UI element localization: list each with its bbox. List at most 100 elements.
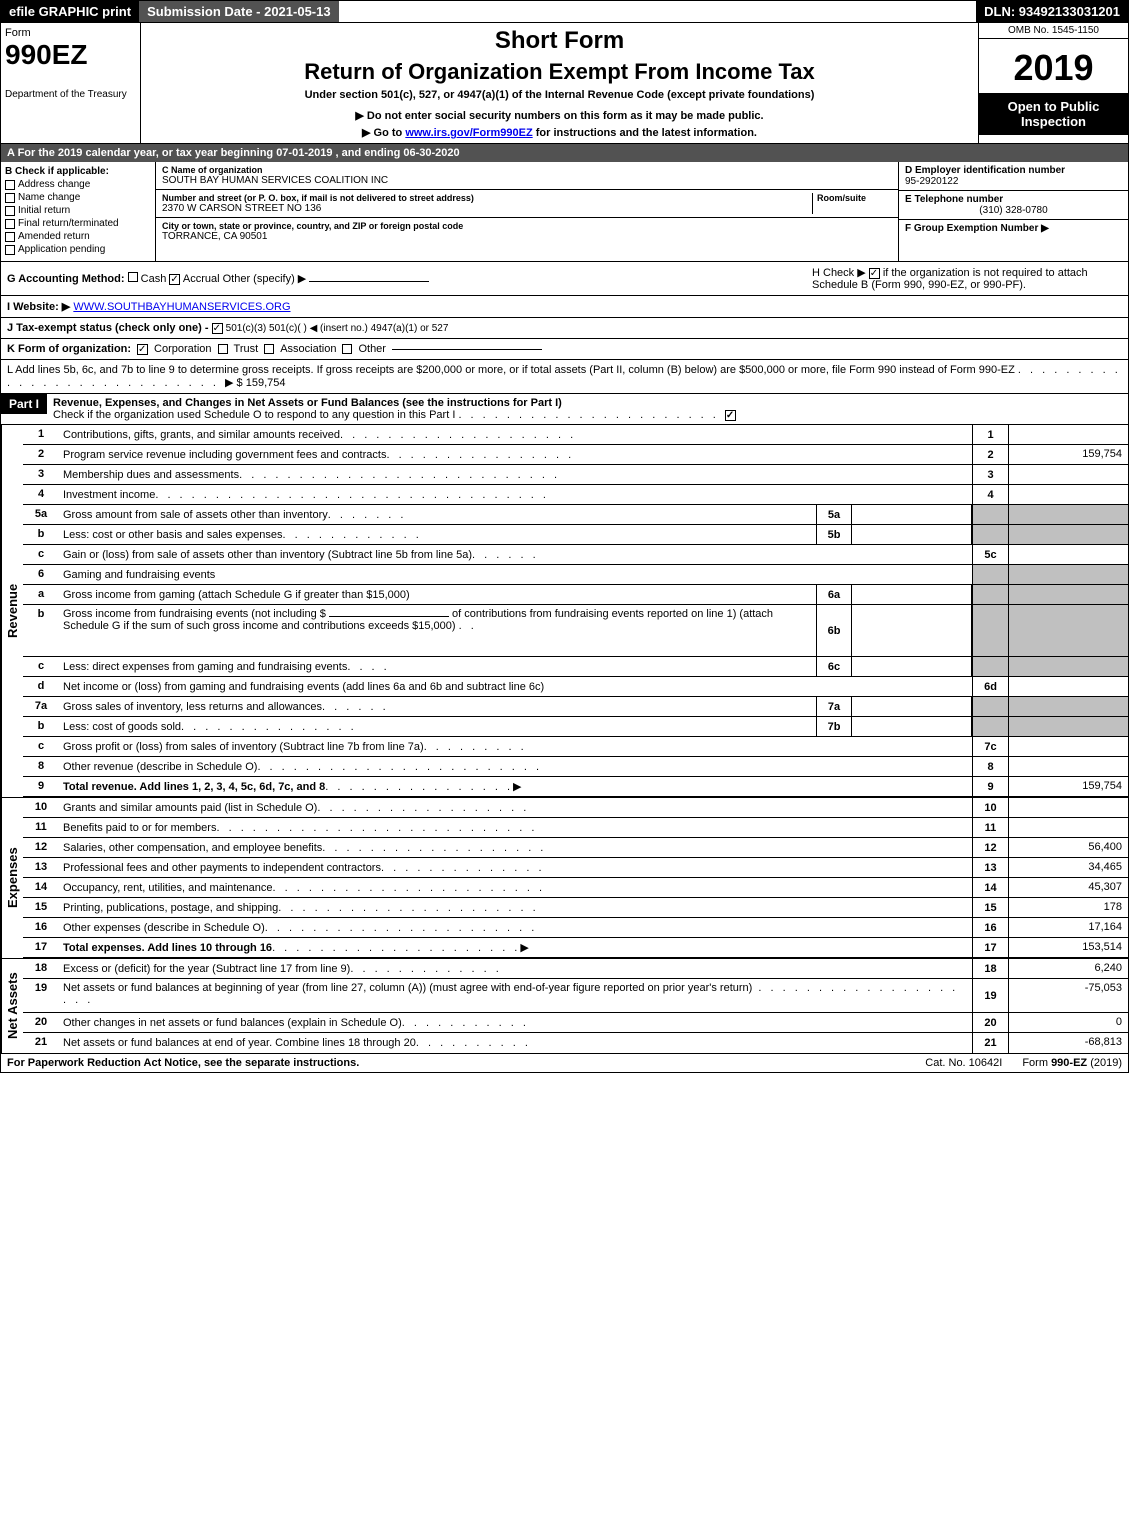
checkbox-other[interactable]: [342, 344, 352, 354]
part-1-checkbox[interactable]: [725, 410, 736, 421]
line-rnum: 3: [972, 465, 1008, 484]
line-desc: Net assets or fund balances at end of ye…: [59, 1033, 972, 1053]
line-rval-shaded: [1008, 605, 1128, 656]
line-desc: Occupancy, rent, utilities, and maintena…: [59, 878, 972, 897]
line-subval: [852, 697, 972, 716]
line-desc: Program service revenue including govern…: [59, 445, 972, 464]
header-center: Short Form Return of Organization Exempt…: [141, 23, 978, 143]
line-rnum: 4: [972, 485, 1008, 504]
checkbox-501c3[interactable]: [212, 323, 223, 334]
line-desc: Less: cost of goods sold . . . . . . . .…: [59, 717, 816, 736]
org-addr: 2370 W CARSON STREET NO 136: [162, 203, 812, 214]
line-num: 13: [23, 858, 59, 877]
section-k: K Form of organization: Corporation Trus…: [0, 339, 1129, 360]
line-sub: 5b: [816, 525, 852, 544]
line-rval-shaded: [1008, 585, 1128, 604]
form-number: 990EZ: [5, 39, 136, 71]
line-18: 18 Excess or (deficit) for the year (Sub…: [23, 959, 1128, 979]
line-desc: Other revenue (describe in Schedule O) .…: [59, 757, 972, 776]
checkbox-icon: [5, 219, 15, 229]
line-rval: [1008, 818, 1128, 837]
line-7c: c Gross profit or (loss) from sales of i…: [23, 737, 1128, 757]
section-b-label: B Check if applicable:: [5, 166, 151, 177]
line-num: 5a: [23, 505, 59, 524]
line-rval: 0: [1008, 1013, 1128, 1032]
phone-label: E Telephone number: [905, 194, 1122, 205]
line-num: 1: [23, 425, 59, 444]
irs-link[interactable]: www.irs.gov/Form990EZ: [405, 127, 532, 139]
line-desc-text: Excess or (deficit) for the year (Subtra…: [63, 963, 350, 975]
line-rval: 17,164: [1008, 918, 1128, 937]
check-initial-return[interactable]: Initial return: [5, 205, 151, 216]
expenses-side-label: Expenses: [1, 798, 23, 958]
line-9: 9 Total revenue. Add lines 1, 2, 3, 4, 5…: [23, 777, 1128, 797]
line-2: 2 Program service revenue including gove…: [23, 445, 1128, 465]
line-subval: [852, 717, 972, 736]
k-other-input[interactable]: [392, 349, 542, 350]
room-label: Room/suite: [817, 193, 892, 203]
checkbox-assoc[interactable]: [264, 344, 274, 354]
line-rval: 153,514: [1008, 938, 1128, 957]
line-sub: 6b: [816, 605, 852, 656]
line-num: b: [23, 605, 59, 656]
line-rval-shaded: [1008, 565, 1128, 584]
line-21: 21 Net assets or fund balances at end of…: [23, 1033, 1128, 1053]
check-final-return[interactable]: Final return/terminated: [5, 218, 151, 229]
line-rnum: 11: [972, 818, 1008, 837]
org-name: SOUTH BAY HUMAN SERVICES COALITION INC: [162, 175, 892, 186]
line-6b-amount-input[interactable]: [329, 616, 449, 617]
tax-year: 2019: [979, 39, 1128, 93]
k-other: Other: [358, 343, 386, 355]
line-num: 10: [23, 798, 59, 817]
line-rnum: 5c: [972, 545, 1008, 564]
line-rval: [1008, 757, 1128, 776]
check-name-change[interactable]: Name change: [5, 192, 151, 203]
g-other-input[interactable]: [309, 281, 429, 282]
subtitle-1: Under section 501(c), 527, or 4947(a)(1)…: [149, 89, 970, 101]
line-rnum: 15: [972, 898, 1008, 917]
line-subval: [852, 657, 972, 676]
website-link[interactable]: WWW.SOUTHBAYHUMANSERVICES.ORG: [73, 301, 290, 313]
arrow-icon: ▶: [513, 780, 521, 793]
line-num: c: [23, 545, 59, 564]
checkbox-cash[interactable]: [128, 272, 138, 282]
checkbox-trust[interactable]: [218, 344, 228, 354]
efile-label[interactable]: efile GRAPHIC print: [1, 1, 139, 22]
line-desc-text: Less: cost of goods sold: [63, 721, 181, 733]
line-6a: a Gross income from gaming (attach Sched…: [23, 585, 1128, 605]
j-options: 501(c)(3) 501(c)( ) ◀ (insert no.) 4947(…: [226, 323, 449, 334]
checkbox-accrual[interactable]: [169, 274, 180, 285]
check-amended-return[interactable]: Amended return: [5, 231, 151, 242]
line-desc-text: Other expenses (describe in Schedule O): [63, 922, 265, 934]
check-label: Application pending: [18, 244, 105, 255]
line-desc: Gross income from gaming (attach Schedul…: [59, 585, 816, 604]
line-desc-text: Gross sales of inventory, less returns a…: [63, 701, 322, 713]
section-e: E Telephone number (310) 328-0780: [899, 191, 1128, 220]
check-label: Final return/terminated: [18, 218, 119, 229]
line-rval: -68,813: [1008, 1033, 1128, 1053]
checkbox-icon: [5, 193, 15, 203]
checkbox-h[interactable]: [869, 268, 880, 279]
line-rval: 178: [1008, 898, 1128, 917]
line-num: 20: [23, 1013, 59, 1032]
line-3: 3 Membership dues and assessments . . . …: [23, 465, 1128, 485]
g-cash: Cash: [141, 273, 167, 285]
line-rnum-shaded: [972, 525, 1008, 544]
g-accrual: Accrual: [183, 273, 220, 285]
h-pre: H Check ▶: [812, 267, 869, 279]
check-address-change[interactable]: Address change: [5, 179, 151, 190]
form-header: Form 990EZ Department of the Treasury Sh…: [0, 23, 1129, 144]
footer-right-pre: Form: [1022, 1057, 1051, 1069]
check-label: Address change: [18, 179, 90, 190]
checkbox-corp[interactable]: [137, 344, 148, 355]
line-rnum: 12: [972, 838, 1008, 857]
line-7a: 7a Gross sales of inventory, less return…: [23, 697, 1128, 717]
line-rnum: 9: [972, 777, 1008, 796]
subtitle-3-pre: ▶ Go to: [362, 127, 405, 139]
section-b: B Check if applicable: Address change Na…: [1, 162, 156, 261]
line-desc: Membership dues and assessments . . . . …: [59, 465, 972, 484]
line-rnum: 16: [972, 918, 1008, 937]
inspection-box: Open to Public Inspection: [979, 93, 1128, 135]
line-subval: [852, 605, 972, 656]
check-application-pending[interactable]: Application pending: [5, 244, 151, 255]
